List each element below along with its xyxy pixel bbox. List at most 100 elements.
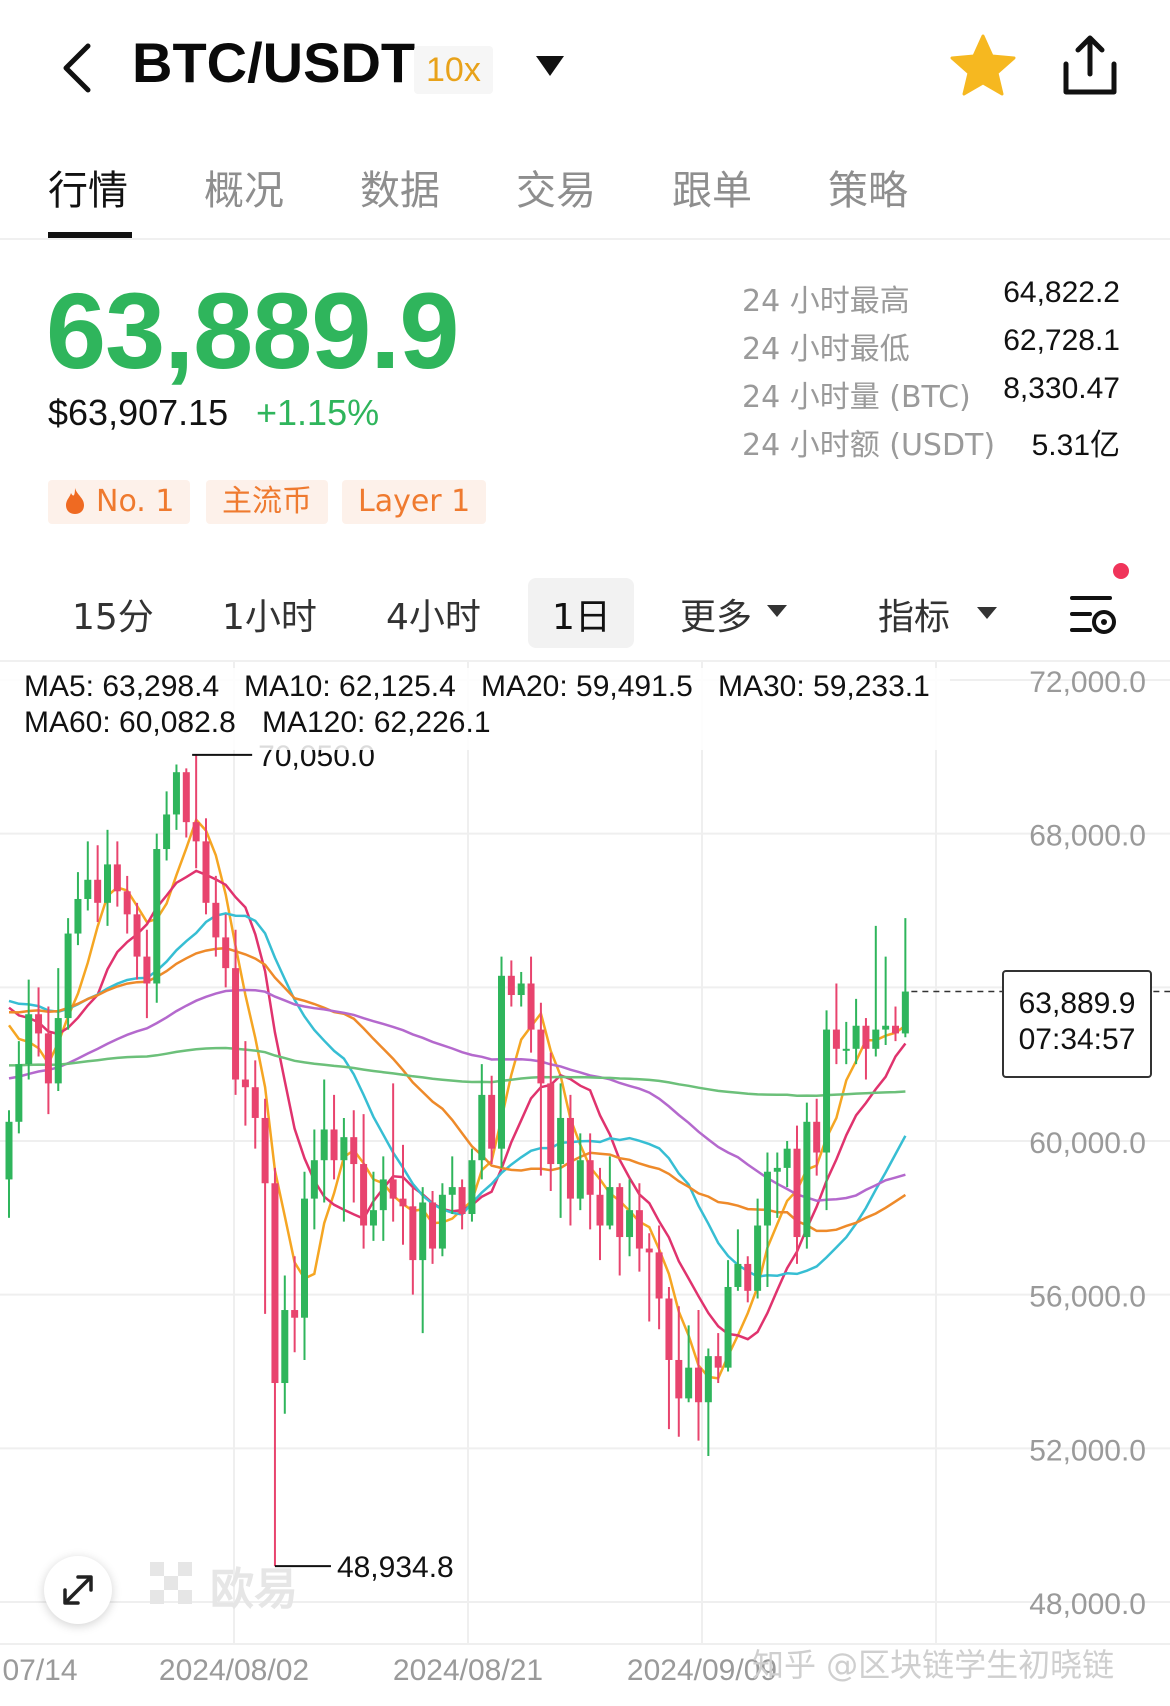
candle-body bbox=[832, 1029, 840, 1049]
y-axis-tick: 68,000.0 bbox=[1029, 820, 1146, 853]
candle-body bbox=[498, 975, 505, 1149]
interval-4h[interactable]: 4小时 bbox=[386, 597, 481, 638]
interval-1d[interactable]: 1日 bbox=[552, 597, 611, 638]
back-arrow-icon[interactable] bbox=[58, 40, 98, 96]
candle-body bbox=[84, 879, 92, 899]
candle-body bbox=[310, 1160, 318, 1199]
candle-body bbox=[468, 1160, 476, 1214]
candle-body bbox=[872, 1029, 880, 1049]
pair-title[interactable]: BTC/USDT bbox=[132, 31, 416, 94]
flame-icon bbox=[66, 488, 84, 514]
candle-body bbox=[793, 1148, 801, 1238]
candle-body bbox=[596, 1194, 604, 1226]
stat-label-high: 24 小时最高 bbox=[742, 284, 910, 319]
candle-body bbox=[882, 1025, 890, 1030]
x-axis-tick: 07/14 bbox=[2, 1654, 77, 1687]
ma120-label: MA120: 62,226.1 bbox=[262, 706, 491, 739]
candle-body bbox=[763, 1171, 771, 1226]
pair-dropdown-icon[interactable] bbox=[534, 54, 566, 78]
okx-watermark-logo: 欧易 bbox=[150, 1562, 298, 1615]
tab-market[interactable]: 行情 bbox=[48, 168, 128, 214]
candle-body bbox=[192, 822, 200, 842]
interval-more[interactable]: 更多 bbox=[680, 597, 753, 638]
share-icon[interactable] bbox=[1060, 34, 1120, 98]
candle-body bbox=[222, 937, 230, 969]
candle-body bbox=[232, 968, 240, 1080]
candle-body bbox=[527, 983, 535, 1030]
ma60-line bbox=[8, 988, 906, 1202]
more-dropdown-icon[interactable] bbox=[766, 604, 788, 618]
candle-body bbox=[399, 1198, 407, 1207]
ma30-label: MA30: 59,233.1 bbox=[718, 670, 930, 703]
candle-body bbox=[369, 1210, 377, 1226]
chart-settings-icon[interactable] bbox=[1068, 590, 1118, 638]
notification-dot bbox=[1113, 563, 1129, 579]
candle-body bbox=[675, 1359, 683, 1399]
countdown-timer: 07:34:57 bbox=[1018, 1023, 1136, 1056]
tab-copy-trading[interactable]: 跟单 bbox=[672, 168, 752, 214]
kline-chart[interactable]: 72,000.068,000.064,000.060,000.056,000.0… bbox=[0, 662, 1170, 1706]
candle-body bbox=[714, 1356, 722, 1368]
interval-15m[interactable]: 15分 bbox=[72, 597, 154, 638]
stat-label-turnover: 24 小时额 (USDT) bbox=[742, 428, 996, 463]
candle-body bbox=[104, 864, 111, 903]
candle-body bbox=[901, 991, 909, 1034]
candle-body bbox=[734, 1263, 742, 1287]
indicator-dropdown-icon[interactable] bbox=[976, 606, 998, 620]
candle-body bbox=[340, 1137, 348, 1161]
candle-body bbox=[389, 1179, 397, 1199]
candle-body bbox=[94, 879, 102, 903]
svg-text:欧易: 欧易 bbox=[210, 1564, 298, 1615]
candle-body bbox=[320, 1129, 328, 1161]
tag-layer1[interactable]: Layer 1 bbox=[342, 480, 487, 524]
candle-body bbox=[15, 1064, 23, 1122]
candle-body bbox=[744, 1263, 752, 1291]
stat-label-low: 24 小时最低 bbox=[742, 332, 910, 367]
candle-body bbox=[281, 1310, 289, 1384]
candle-body bbox=[330, 1129, 338, 1161]
candle-body bbox=[803, 1121, 811, 1238]
ma10-line bbox=[8, 869, 907, 1341]
candle-body bbox=[74, 898, 82, 934]
tab-strategy[interactable]: 策略 bbox=[828, 168, 908, 214]
candle-body bbox=[251, 1087, 259, 1118]
tab-overview[interactable]: 概况 bbox=[204, 168, 284, 214]
y-axis-tick: 52,000.0 bbox=[1029, 1434, 1146, 1467]
tab-trade[interactable]: 交易 bbox=[516, 168, 596, 214]
interval-1h[interactable]: 1小时 bbox=[222, 597, 317, 638]
y-axis-tick: 48,000.0 bbox=[1029, 1588, 1146, 1621]
candle-body bbox=[547, 1083, 555, 1165]
indicator-menu[interactable]: 指标 bbox=[878, 597, 951, 638]
candle-body bbox=[379, 1179, 387, 1211]
candle-body bbox=[704, 1356, 712, 1403]
divider bbox=[0, 660, 1170, 662]
candle-body bbox=[695, 1367, 702, 1403]
candle-body bbox=[685, 1367, 693, 1399]
stat-value-turnover: 5.31亿 bbox=[1031, 429, 1120, 462]
candle-body bbox=[202, 841, 210, 903]
y-axis-tick: 60,000.0 bbox=[1029, 1127, 1146, 1160]
candle-body bbox=[655, 1252, 663, 1299]
candle-body bbox=[566, 1117, 574, 1199]
candle-body bbox=[133, 914, 141, 957]
candle-body bbox=[488, 1094, 496, 1149]
last-price: 63,889.9 bbox=[46, 270, 459, 391]
active-tab-indicator bbox=[48, 232, 132, 238]
ma10-label: MA10: 62,125.4 bbox=[244, 670, 456, 703]
candle-body bbox=[35, 1014, 43, 1034]
candle-body bbox=[862, 1025, 870, 1049]
candle-body bbox=[271, 1183, 279, 1384]
candle-body bbox=[537, 1029, 545, 1084]
candle-body bbox=[5, 1121, 13, 1180]
candle-body bbox=[123, 891, 131, 915]
candle-body bbox=[113, 864, 121, 892]
fullscreen-button[interactable] bbox=[44, 1556, 112, 1624]
candle-body bbox=[892, 1025, 899, 1034]
tag-mainstream[interactable]: 主流币 bbox=[206, 480, 328, 524]
tab-data[interactable]: 数据 bbox=[360, 168, 440, 214]
candle-body bbox=[852, 1025, 860, 1049]
ma60-label: MA60: 60,082.8 bbox=[24, 706, 236, 739]
favorite-star-icon[interactable] bbox=[950, 34, 1016, 96]
candle-body bbox=[823, 1029, 831, 1153]
tag-rank[interactable]: No. 1 bbox=[48, 480, 191, 524]
